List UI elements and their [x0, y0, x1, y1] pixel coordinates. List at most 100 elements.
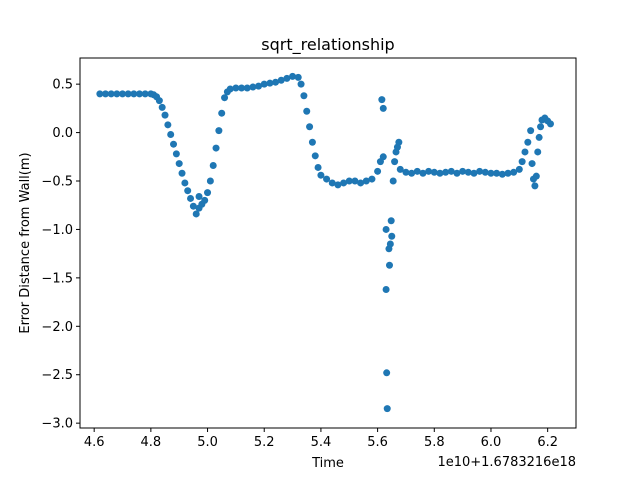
x-tick-label: 6.0	[481, 435, 502, 450]
data-point	[531, 182, 539, 190]
data-point	[413, 167, 421, 175]
data-point	[535, 133, 543, 141]
y-axis-title: Error Distance from Wall(m)	[18, 152, 33, 333]
data-point	[204, 189, 212, 197]
x-axis-offset-label: 1e10+1.6783216e18	[437, 455, 576, 470]
data-point	[167, 131, 175, 139]
data-point	[396, 165, 404, 173]
y-tick-label: −1.5	[41, 271, 73, 286]
data-point	[379, 153, 387, 161]
y-tick-label: −1.0	[41, 223, 73, 238]
data-point	[459, 167, 467, 175]
data-point	[389, 177, 397, 185]
data-point	[300, 92, 308, 100]
data-point	[345, 177, 353, 185]
data-point	[386, 240, 394, 248]
data-point	[243, 84, 251, 92]
data-point	[487, 169, 495, 177]
data-point	[206, 177, 214, 185]
data-point	[172, 150, 180, 158]
data-point	[141, 90, 149, 98]
data-point	[102, 90, 110, 98]
data-point	[130, 90, 138, 98]
data-point	[379, 104, 387, 112]
data-point	[266, 79, 274, 87]
y-axis: −3.0 −2.5 −2.0 −1.5 −1.0 −0.5 0.0 0.5	[41, 78, 80, 432]
data-point	[119, 90, 127, 98]
x-tick-label: 5.4	[311, 435, 332, 450]
x-tick-label: 5.0	[197, 435, 218, 450]
data-point	[317, 171, 325, 179]
data-point	[306, 123, 314, 131]
y-tick-label: 0.5	[52, 78, 73, 93]
plot-frame	[79, 57, 577, 429]
data-point	[504, 169, 512, 177]
data-point	[314, 163, 322, 171]
data-point	[442, 168, 450, 176]
data-point	[537, 123, 545, 131]
data-point	[303, 107, 311, 115]
data-point	[161, 111, 169, 119]
y-tick-label: −2.5	[41, 368, 73, 383]
data-point	[498, 170, 506, 178]
data-point	[470, 169, 478, 177]
data-point	[362, 177, 370, 185]
data-point	[383, 369, 391, 377]
data-point	[391, 158, 399, 166]
data-point	[232, 84, 240, 92]
data-point	[493, 169, 501, 177]
data-point	[328, 179, 336, 187]
data-point	[524, 138, 532, 146]
data-point	[521, 148, 529, 156]
x-tick-label: 6.2	[537, 435, 558, 450]
data-point	[436, 169, 444, 177]
data-point	[297, 80, 305, 88]
data-point	[107, 90, 115, 98]
data-point	[181, 179, 189, 187]
data-point	[368, 175, 376, 183]
data-point	[430, 168, 438, 176]
data-point	[201, 196, 209, 204]
data-point	[209, 162, 217, 170]
y-tick-label: −2.0	[41, 320, 73, 335]
data-point	[382, 225, 390, 233]
x-tick-label: 5.8	[424, 435, 445, 450]
data-point	[374, 167, 382, 175]
data-point	[546, 120, 554, 128]
data-point	[378, 96, 386, 104]
data-point	[113, 90, 121, 98]
data-points	[96, 72, 554, 413]
data-point	[464, 168, 472, 176]
data-point	[534, 148, 542, 156]
data-point	[195, 193, 203, 201]
y-tick-label: −0.5	[41, 175, 73, 190]
data-point	[308, 138, 316, 146]
data-point	[518, 158, 526, 166]
data-point	[164, 121, 172, 129]
data-point	[136, 90, 144, 98]
chart-title: sqrt_relationship	[261, 35, 394, 55]
data-point	[170, 140, 178, 148]
data-point	[382, 285, 390, 293]
data-point	[425, 167, 433, 175]
data-point	[453, 169, 461, 177]
data-point	[388, 232, 396, 240]
data-point	[255, 82, 263, 90]
data-point	[311, 152, 319, 160]
data-point	[192, 210, 200, 218]
data-point	[528, 160, 536, 168]
data-point	[184, 187, 192, 195]
data-point	[340, 179, 348, 187]
data-point	[221, 94, 229, 102]
data-point	[124, 90, 132, 98]
data-point	[187, 194, 195, 202]
data-point	[158, 103, 166, 111]
data-point	[218, 109, 226, 117]
x-tick-label: 4.6	[84, 435, 105, 450]
x-axis-title: Time	[311, 456, 344, 471]
data-point	[215, 127, 223, 135]
data-point	[515, 165, 523, 173]
data-point	[532, 172, 540, 180]
data-point	[212, 144, 220, 152]
